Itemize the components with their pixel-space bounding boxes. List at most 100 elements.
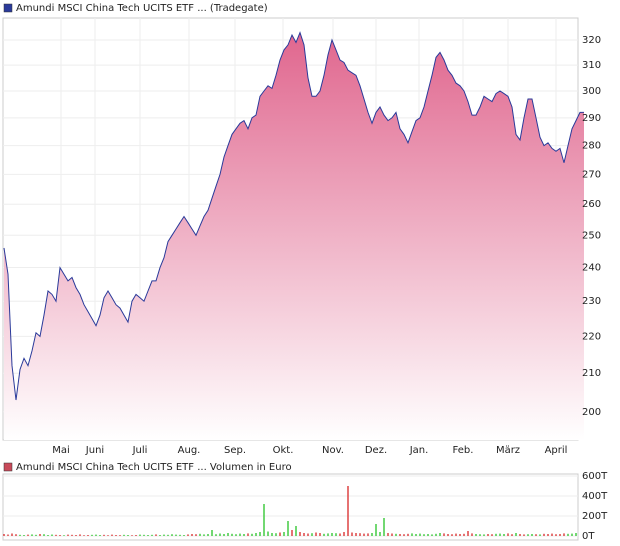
legend-swatch: [3, 462, 13, 472]
x-tick-label: Okt.: [273, 445, 294, 456]
volume-bar: [395, 533, 397, 536]
plot-area: [2, 473, 579, 541]
volume-bar: [167, 534, 169, 536]
volume-bar: [431, 534, 433, 536]
volume-bar: [59, 535, 61, 536]
volume-bar: [571, 533, 573, 536]
volume-bar: [43, 534, 45, 536]
volume-bar: [399, 534, 401, 536]
x-tick-label: Jan.: [409, 445, 429, 456]
y-tick-label: 290: [582, 113, 601, 124]
volume-bar: [343, 532, 345, 536]
x-tick-label: Nov.: [322, 445, 344, 456]
volume-bar: [247, 533, 249, 536]
volume-bar: [119, 535, 121, 536]
volume-bar: [159, 535, 161, 536]
volume-bar: [51, 534, 53, 536]
y-tick-label: 220: [582, 331, 601, 342]
volume-bar: [35, 534, 37, 536]
volume-bar: [487, 534, 489, 536]
x-tick-label: Juni: [85, 445, 104, 456]
volume-bar: [63, 535, 65, 536]
volume-bar: [211, 530, 213, 536]
volume-bar: [379, 532, 381, 536]
volume-bar: [291, 530, 293, 536]
volume-bar: [203, 534, 205, 536]
volume-bar: [403, 534, 405, 536]
volume-bar: [275, 533, 277, 536]
volume-bar: [219, 533, 221, 536]
volume-bar: [479, 534, 481, 536]
volume-bar: [411, 533, 413, 536]
volume-bar: [511, 534, 513, 536]
volume-bar: [531, 534, 533, 536]
volume-bar: [459, 534, 461, 536]
x-tick-label: Feb.: [453, 445, 474, 456]
volume-bar: [143, 534, 145, 536]
volume-bar: [327, 533, 329, 536]
volume-bar: [151, 534, 153, 536]
volume-bar: [555, 534, 557, 536]
y-tick-label: 270: [582, 169, 601, 180]
volume-bar: [311, 533, 313, 536]
y-tick-label: 230: [582, 296, 601, 307]
volume-bar: [435, 533, 437, 536]
volume-bar: [447, 534, 449, 536]
volume-bar: [271, 533, 273, 536]
volume-bar: [507, 533, 509, 536]
volume-bar: [75, 535, 77, 536]
volume-bar: [323, 533, 325, 536]
x-tick-label: Sep.: [224, 445, 246, 456]
volume-bar: [335, 533, 337, 536]
volume-bar: [427, 534, 429, 536]
volume-bar: [463, 533, 465, 536]
y-tick-label: 0T: [582, 531, 595, 542]
y-tick-label: 200: [582, 407, 601, 418]
volume-bar: [331, 533, 333, 536]
volume-bar: [251, 533, 253, 536]
volume-bar: [255, 533, 257, 536]
volume-bar: [523, 534, 525, 536]
volume-bar: [107, 535, 109, 536]
volume-bar: [407, 533, 409, 536]
volume-bar: [483, 534, 485, 536]
volume-bar: [263, 504, 265, 536]
volume-bar: [391, 533, 393, 536]
volume-bar: [267, 531, 269, 536]
volume-bar: [295, 526, 297, 536]
volume-bar: [15, 534, 17, 536]
volume-bar: [375, 524, 377, 536]
volume-bar: [243, 534, 245, 536]
volume-bar: [3, 534, 5, 536]
price-line: [3, 31, 584, 401]
volume-bar: [315, 532, 317, 536]
y-tick-label: 200T: [582, 511, 608, 522]
volume-bar: [319, 533, 321, 536]
volume-bar: [563, 533, 565, 536]
volume-bar: [67, 534, 69, 536]
volume-bar: [539, 534, 541, 536]
area-fill: [4, 32, 584, 440]
volume-bar: [231, 533, 233, 536]
volume-bar: [83, 535, 85, 536]
volume-bar: [307, 533, 309, 536]
y-tick-label: 310: [582, 60, 601, 71]
y-tick-label: 400T: [582, 491, 608, 502]
volume-bar: [123, 534, 125, 536]
volume-bar: [39, 534, 41, 536]
volume-bar: [519, 534, 521, 536]
volume-bar: [23, 535, 25, 536]
volume-bar: [163, 534, 165, 536]
x-tick-label: Dez.: [365, 445, 387, 456]
volume-bar: [443, 533, 445, 536]
legend-swatch: [3, 3, 13, 13]
volume-bar: [199, 533, 201, 536]
volume-bar: [451, 534, 453, 536]
volume-bar: [183, 535, 185, 536]
volume-bar: [19, 534, 21, 536]
volume-bar: [91, 534, 93, 536]
volume-bar: [147, 535, 149, 536]
volume-bar: [467, 531, 469, 536]
volume-bar: [31, 534, 33, 536]
